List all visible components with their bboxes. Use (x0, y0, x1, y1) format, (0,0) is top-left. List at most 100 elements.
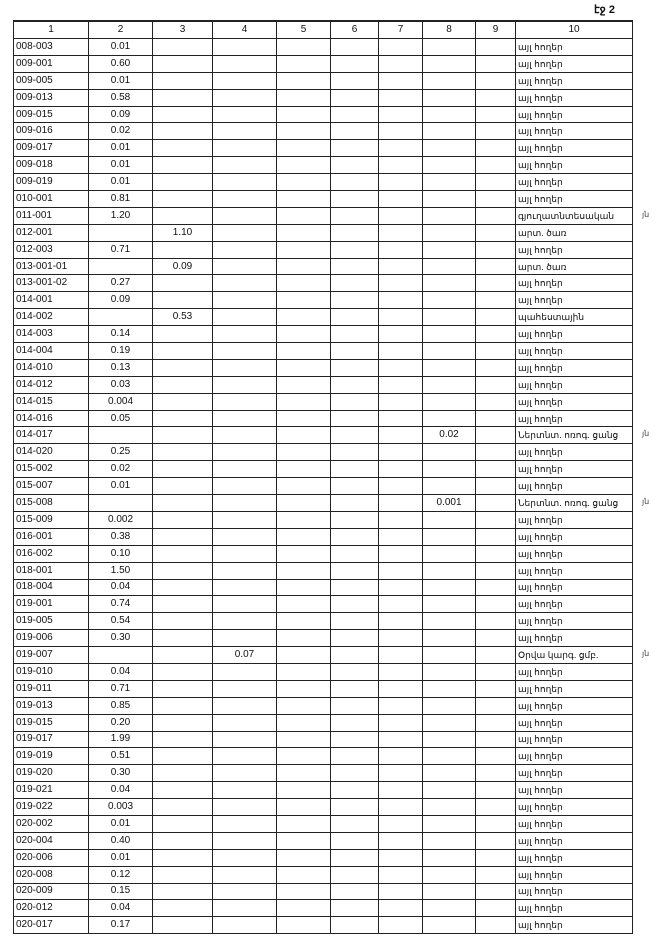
area-cell-col-3 (152, 443, 213, 462)
area-cell-col-2: 0.25 (88, 443, 153, 462)
area-cell-col-6 (330, 443, 379, 462)
area-cell-col-3 (152, 646, 213, 664)
area-cell-col-3 (152, 342, 213, 360)
area-cell-col-9 (475, 696, 516, 715)
area-cell-col-3 (152, 578, 213, 597)
area-cell-col-7 (378, 291, 423, 310)
area-cell-col-6 (330, 662, 379, 681)
area-cell-col-8 (422, 646, 476, 664)
land-use-cell: այլ հողեր (515, 477, 633, 496)
area-cell-col-5 (276, 223, 331, 242)
table-row: 020-009 0.15 այլ հողեր (13, 882, 633, 901)
area-cell-col-3 (152, 865, 213, 884)
parcel-code-cell: 009-016 (13, 122, 89, 141)
area-cell-col-4 (212, 848, 277, 867)
area-cell-col-7 (378, 139, 423, 158)
area-cell-col-8 (422, 916, 476, 935)
area-cell-col-8 (422, 190, 476, 208)
area-cell-col-7 (378, 206, 423, 225)
area-cell-col-9 (475, 88, 516, 107)
area-cell-col-3 (152, 544, 213, 563)
area-cell-col-9 (475, 190, 516, 208)
area-cell-col-9 (475, 392, 516, 411)
area-cell-col-8 (422, 274, 476, 293)
parcel-code-cell: 014-010 (13, 358, 89, 377)
area-cell-col-5 (276, 206, 331, 225)
area-cell-col-9 (475, 71, 516, 90)
area-cell-col-2: 0.02 (88, 122, 153, 141)
area-cell-col-6 (330, 899, 379, 918)
land-use-text: արտ. ծառ (518, 227, 567, 238)
area-cell-col-2: 0.02 (88, 460, 153, 479)
table-row: 009-015 0.09 այլ հողեր (13, 105, 633, 124)
area-cell-col-6 (330, 494, 379, 512)
table-row: 020-004 0.40 այլ հողեր (13, 831, 633, 850)
parcel-code-cell: 015-007 (13, 477, 89, 496)
area-cell-col-2: 0.03 (88, 375, 153, 394)
parcel-code-cell: 015-008 (13, 494, 89, 512)
parcel-code-cell: 019-019 (13, 747, 89, 766)
area-cell-col-2: 0.13 (88, 358, 153, 377)
land-use-cell: այլ հողեր (515, 747, 633, 766)
area-cell-col-3 (152, 88, 213, 107)
area-cell-col-2: 0.01 (88, 156, 153, 175)
area-cell-col-4 (212, 443, 277, 462)
parcel-code-cell: 019-017 (13, 730, 89, 749)
table-row: 009-017 0.01 այլ հողեր (13, 139, 633, 158)
area-cell-col-4 (212, 578, 277, 597)
area-cell-col-8 (422, 71, 476, 90)
area-cell-col-6 (330, 71, 379, 90)
land-use-text: այլ հողեր (518, 633, 563, 644)
parcel-code-cell: 019-010 (13, 662, 89, 681)
area-cell-col-6 (330, 831, 379, 850)
area-cell-col-4 (212, 882, 277, 901)
area-cell-col-9 (475, 798, 516, 816)
area-cell-col-5 (276, 561, 331, 580)
area-cell-col-8: 0.02 (422, 426, 476, 445)
parcel-code-cell: 015-009 (13, 510, 89, 529)
land-use-text: այլ հողեր (518, 75, 563, 86)
column-header-3: 3 (152, 20, 213, 39)
land-use-cell: այլ հողեր (515, 71, 633, 90)
parcel-code-cell: 019-022 (13, 798, 89, 816)
land-use-text: այլ հողեր (518, 345, 563, 356)
area-cell-col-4 (212, 713, 277, 732)
area-cell-col-5 (276, 764, 331, 783)
area-cell-col-9 (475, 781, 516, 800)
area-cell-col-8 (422, 882, 476, 901)
area-cell-col-7 (378, 865, 423, 884)
table-row: 019-013 0.85 այլ հողեր (13, 696, 633, 715)
area-cell-col-5 (276, 426, 331, 445)
area-cell-col-7 (378, 781, 423, 800)
area-cell-col-3 (152, 764, 213, 783)
table-row: 015-009 0.002 այլ հողեր (13, 510, 633, 529)
area-cell-col-2: 0.27 (88, 274, 153, 293)
area-cell-col-8 (422, 173, 476, 192)
area-cell-col-4 (212, 342, 277, 360)
area-cell-col-4 (212, 612, 277, 631)
table-row: 010-001 0.81 այլ հողեր (13, 190, 633, 208)
parcel-code-cell: 009-019 (13, 173, 89, 192)
area-cell-col-6 (330, 798, 379, 816)
area-cell-col-4 (212, 274, 277, 293)
area-cell-col-9 (475, 679, 516, 698)
area-cell-col-3 (152, 190, 213, 208)
area-cell-col-2: 0.01 (88, 38, 153, 56)
area-cell-col-9 (475, 38, 516, 56)
area-cell-col-3 (152, 392, 213, 411)
parcel-code-cell: 014-017 (13, 426, 89, 445)
area-cell-col-6 (330, 206, 379, 225)
area-cell-col-6 (330, 392, 379, 411)
area-cell-col-3 (152, 527, 213, 546)
area-cell-col-8 (422, 88, 476, 107)
area-cell-col-4 (212, 426, 277, 445)
land-use-text: այլ հողեր (518, 396, 563, 407)
column-header-4: 4 (212, 20, 277, 39)
area-cell-col-9 (475, 747, 516, 766)
area-cell-col-4 (212, 561, 277, 580)
parcel-code-cell: 009-015 (13, 105, 89, 124)
area-cell-col-4 (212, 291, 277, 310)
table-row: 019-007 0.07 Օրվա կարգ. ցմբ. յն (13, 646, 649, 664)
land-use-text: այլ հողեր (518, 802, 563, 813)
area-cell-col-7 (378, 578, 423, 597)
